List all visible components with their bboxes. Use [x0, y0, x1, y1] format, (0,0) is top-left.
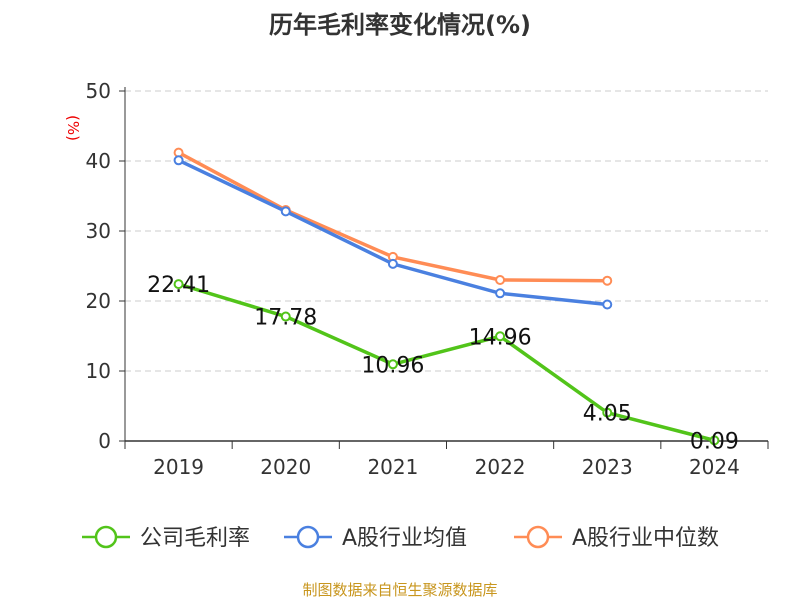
x-tick-label: 2020 [260, 455, 311, 479]
x-tick-label: 2021 [367, 455, 418, 479]
source-note: 制图数据来自恒生聚源数据库 [302, 581, 497, 599]
chart-title: 历年毛利率变化情况(%) [269, 11, 531, 39]
y-tick-label: 10 [86, 359, 111, 383]
data-point[interactable] [173, 155, 184, 166]
data-point[interactable] [602, 299, 613, 310]
legend-label[interactable]: A股行业中位数 [572, 526, 719, 551]
data-label: 17.78 [254, 306, 317, 331]
data-point[interactable] [387, 258, 398, 269]
data-point[interactable] [709, 435, 720, 446]
x-tick-label: 2024 [689, 455, 740, 479]
data-point[interactable] [495, 288, 506, 299]
y-axis-label: (%) [64, 115, 82, 141]
x-tick-label: 2023 [582, 455, 633, 479]
legend-label[interactable]: 公司毛利率 [140, 526, 250, 551]
data-point[interactable] [280, 206, 291, 217]
data-point[interactable] [495, 275, 506, 285]
data-point[interactable] [495, 331, 506, 342]
data-point[interactable] [280, 311, 291, 322]
data-point[interactable] [602, 275, 613, 286]
y-tick-label: 30 [86, 219, 111, 243]
data-point[interactable] [387, 359, 398, 370]
series-line [177, 158, 608, 307]
x-tick-label: 2022 [475, 455, 526, 479]
legend-marker-icon[interactable] [94, 525, 118, 549]
legend-marker-icon[interactable] [526, 525, 550, 549]
data-label: 14.96 [469, 325, 532, 350]
x-tick-label: 2019 [153, 455, 204, 479]
legend-marker-icon[interactable] [296, 525, 320, 549]
y-tick-label: 20 [86, 289, 111, 313]
y-tick-label: 40 [86, 149, 111, 173]
data-label: 4.05 [583, 402, 632, 427]
data-label: 10.96 [361, 353, 424, 378]
y-tick-label: 50 [86, 79, 111, 103]
data-point[interactable] [173, 279, 184, 290]
data-point[interactable] [602, 407, 613, 418]
legend-label[interactable]: A股行业均值 [342, 526, 467, 551]
data-label: 22.41 [147, 273, 210, 298]
data-label: 0.09 [690, 429, 739, 454]
series-line [178, 282, 715, 443]
y-tick-label: 0 [98, 429, 111, 453]
